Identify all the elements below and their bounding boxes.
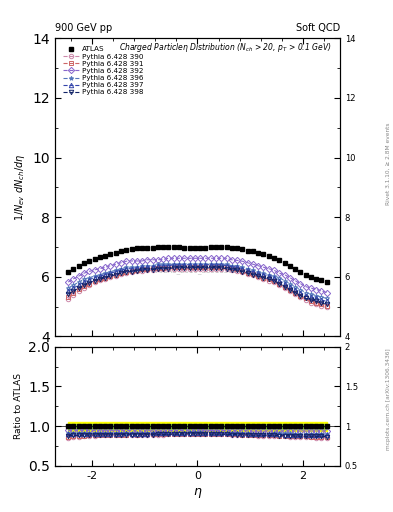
Y-axis label: $1/N_{ev}\ dN_{ch}/d\eta$: $1/N_{ev}\ dN_{ch}/d\eta$ (13, 154, 27, 221)
X-axis label: $\eta$: $\eta$ (193, 486, 202, 500)
Legend: ATLAS, Pythia 6.428 390, Pythia 6.428 391, Pythia 6.428 392, Pythia 6.428 396, P: ATLAS, Pythia 6.428 390, Pythia 6.428 39… (61, 45, 145, 97)
Text: 900 GeV pp: 900 GeV pp (55, 23, 112, 33)
Text: Soft QCD: Soft QCD (296, 23, 340, 33)
Y-axis label: Ratio to ATLAS: Ratio to ATLAS (14, 373, 23, 439)
Text: Rivet 3.1.10, ≥ 2.8M events: Rivet 3.1.10, ≥ 2.8M events (386, 122, 391, 205)
Text: Charged Particle$\eta$ Distribution ($N_{ch}$ > 20, $p_T$ > 0.1 GeV): Charged Particle$\eta$ Distribution ($N_… (119, 41, 331, 54)
Text: ATLAS_2010_S8918562: ATLAS_2010_S8918562 (156, 267, 239, 274)
Text: mcplots.cern.ch [arXiv:1306.3436]: mcplots.cern.ch [arXiv:1306.3436] (386, 349, 391, 450)
